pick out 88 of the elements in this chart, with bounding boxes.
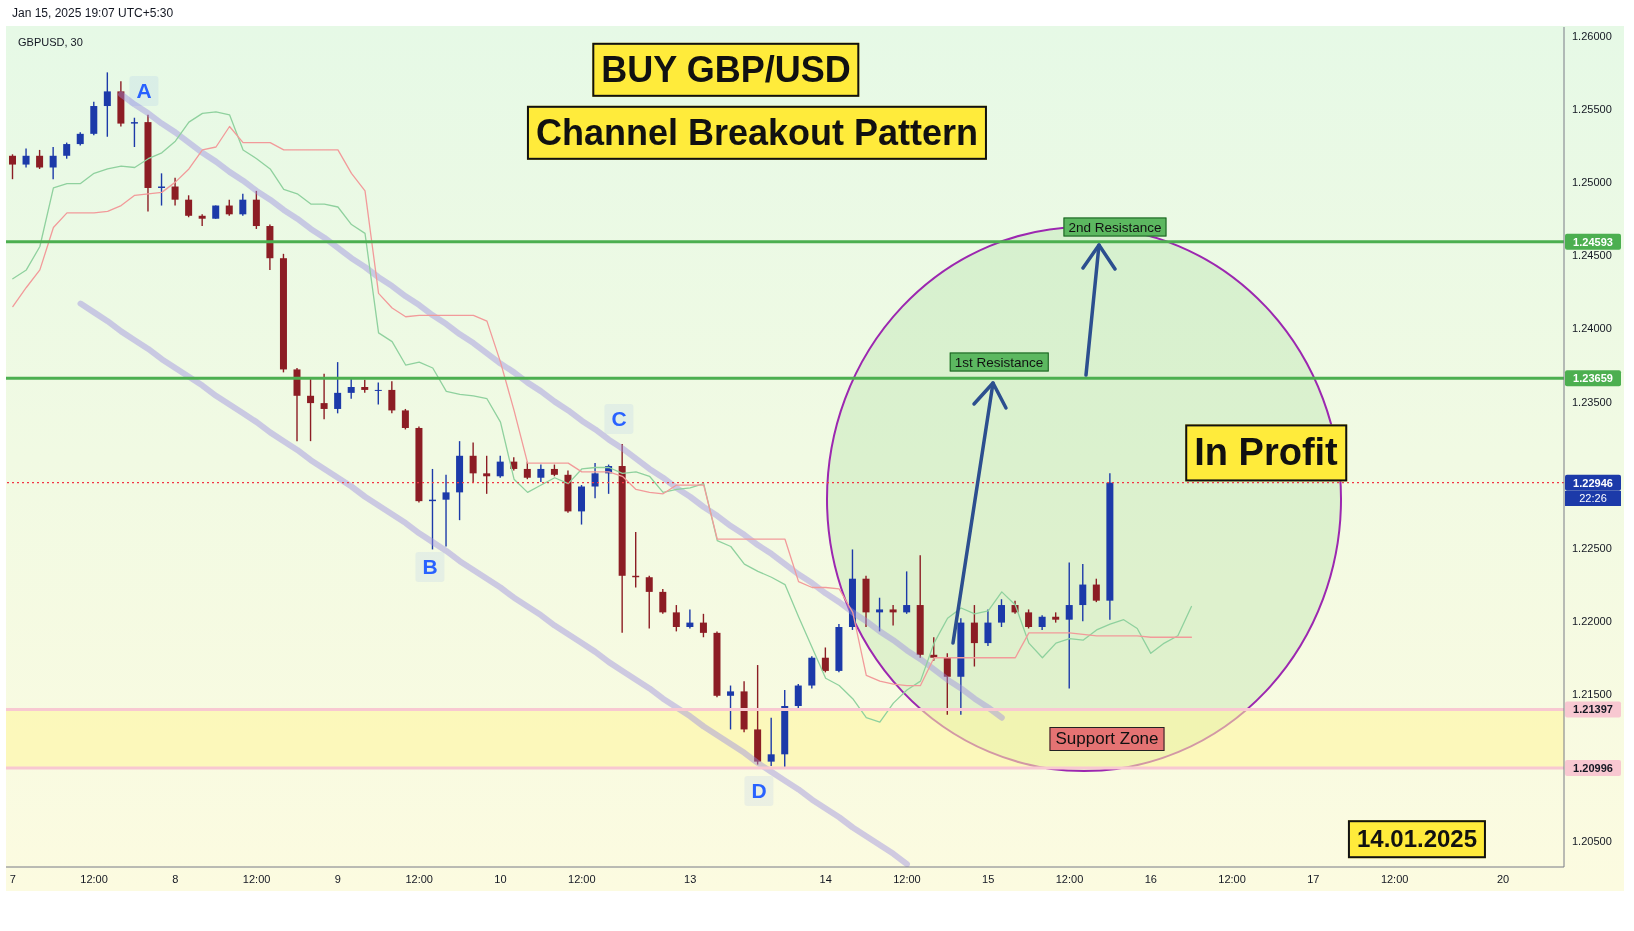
candlestick — [22, 147, 30, 169]
annotation: In Profit — [1185, 424, 1347, 482]
candlestick — [36, 149, 44, 170]
candlestick — [401, 408, 409, 431]
candlestick — [49, 146, 57, 180]
x-tick-label: 12:00 — [405, 872, 433, 885]
x-tick-label: 12:00 — [1380, 872, 1409, 885]
annotation: D — [744, 776, 774, 807]
y-tick-label: 1.26000 — [1572, 29, 1612, 42]
candlestick — [130, 117, 138, 148]
candlestick — [672, 604, 680, 633]
candlestick — [307, 377, 315, 442]
x-tick-label: 20 — [1496, 872, 1510, 885]
annotation: A — [129, 76, 159, 106]
ref-line-label: 1.24593 — [1573, 235, 1613, 248]
y-tick-label: 1.25000 — [1572, 176, 1612, 189]
x-tick-label: 17 — [1307, 872, 1320, 885]
x-tick-label: 12:00 — [1055, 872, 1084, 885]
candlestick — [659, 588, 667, 615]
x-tick-label: 16 — [1144, 872, 1157, 885]
candlestick — [469, 441, 477, 483]
candlestick — [686, 608, 694, 630]
x-tick-label: 7 — [9, 872, 16, 885]
candlestick — [388, 380, 396, 415]
candlestick — [442, 474, 450, 548]
candlestick — [334, 361, 342, 415]
candlestick — [821, 646, 829, 674]
y-tick-label: 1.21500 — [1572, 688, 1612, 701]
text: 22:26 — [1565, 491, 1621, 506]
candlestick — [903, 570, 911, 615]
candlestick — [496, 455, 504, 479]
band-label: Support Zone — [1049, 726, 1165, 751]
x-tick-label: 12:00 — [1218, 872, 1246, 885]
candlestick — [9, 153, 16, 180]
ref-line-label: 1.23659 — [1573, 372, 1613, 385]
candlestick — [320, 373, 328, 420]
candlestick — [239, 193, 247, 217]
ref-line-label: 1.22946 — [1573, 476, 1613, 489]
text: BUY GBP/USD — [592, 42, 860, 98]
y-tick-label: 1.25500 — [1572, 102, 1612, 115]
candlestick — [1065, 561, 1073, 690]
candlestick — [767, 717, 775, 767]
annotation: 1st Resistance — [949, 352, 1049, 372]
candlestick — [699, 613, 707, 638]
x-tick-label: 12:00 — [893, 872, 921, 885]
annotation: C — [604, 404, 634, 435]
candlestick — [997, 598, 1005, 628]
annotation: 14.01.2025 — [1347, 820, 1487, 858]
text: Channel Breakout Pattern — [526, 105, 988, 161]
annotation: GBPUSD, 30 — [18, 36, 83, 48]
ref-line-label: 1.21397 — [1573, 703, 1613, 716]
candlestick — [1079, 563, 1087, 622]
x-tick-label: 14 — [819, 872, 832, 885]
x-tick-label: 15 — [982, 872, 995, 885]
annotation: 2nd Resistance — [1063, 217, 1167, 237]
candlestick — [645, 575, 653, 630]
candlestick — [483, 455, 491, 495]
candlestick — [970, 604, 978, 668]
candlestick — [347, 377, 355, 400]
y-tick-label: 1.22000 — [1572, 615, 1612, 628]
candlestick — [943, 652, 951, 716]
x-tick-label: 12:00 — [242, 872, 271, 885]
text: Jan 15, 2025 19:07 UTC+5:30 — [12, 6, 174, 20]
x-tick-label: 12:00 — [80, 872, 108, 885]
candlestick — [1025, 608, 1033, 630]
y-tick-label: 1.23500 — [1572, 395, 1612, 408]
candlestick — [727, 684, 735, 731]
candlestick — [876, 597, 884, 633]
candlestick — [171, 177, 179, 207]
x-tick-label: 10 — [494, 872, 507, 885]
y-tick-label: 1.24500 — [1572, 249, 1612, 262]
ref-line-label: 1.20996 — [1573, 762, 1613, 775]
x-tick-label: 13 — [684, 872, 697, 885]
candlestick — [198, 213, 206, 227]
y-tick-label: 1.24000 — [1572, 322, 1612, 335]
candlestick — [103, 71, 111, 138]
y-tick-label: 1.22500 — [1572, 541, 1612, 554]
x-tick-label: 12:00 — [568, 872, 596, 885]
x-tick-label: 9 — [334, 872, 341, 885]
candlestick — [374, 381, 382, 406]
candlestick — [889, 604, 897, 627]
candlestick — [591, 462, 599, 499]
y-tick-label: 1.20500 — [1572, 834, 1612, 847]
candlestick — [1092, 578, 1100, 603]
candlestick — [185, 194, 193, 218]
x-tick-label: 8 — [172, 872, 179, 885]
annotation: B — [415, 552, 445, 583]
candlestick — [984, 608, 992, 647]
